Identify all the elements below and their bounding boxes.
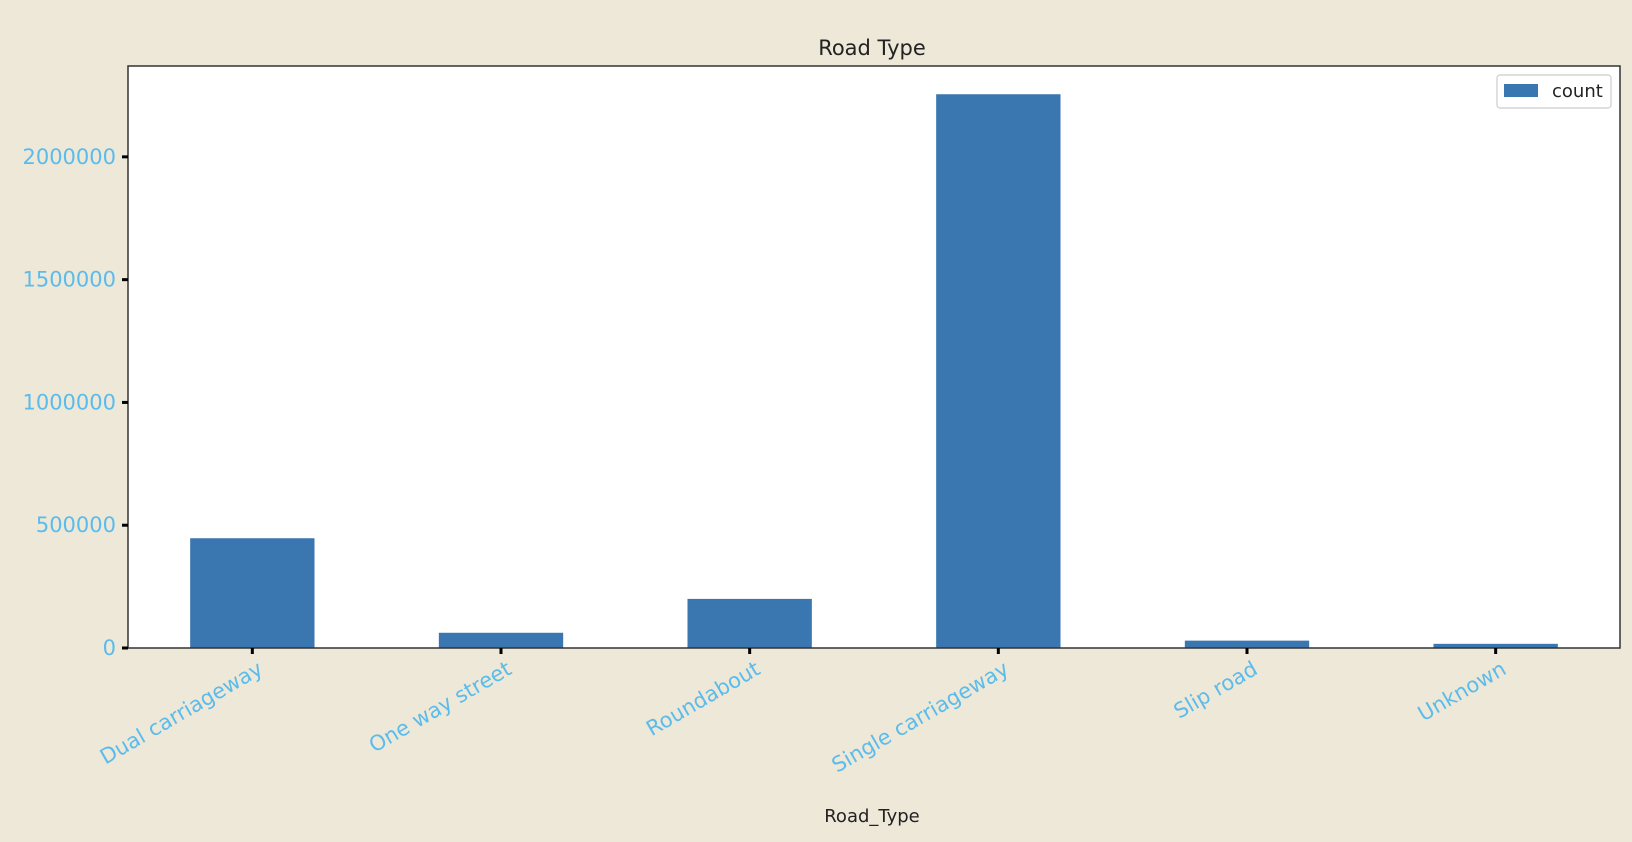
- y-tick-label: 1000000: [22, 390, 116, 414]
- x-axis-label: Road_Type: [824, 806, 920, 827]
- x-tick-label: Roundabout: [642, 657, 764, 741]
- legend-swatch: [1504, 84, 1538, 97]
- legend-label: count: [1552, 81, 1603, 102]
- x-tick-label: Single carriageway: [828, 657, 1013, 778]
- x-tick-label: Slip road: [1170, 657, 1262, 724]
- bar: [936, 94, 1061, 649]
- plot-area: 0 500000 1000000 1500000 2000000 Dual carriag…: [22, 65, 1621, 778]
- chart-title: Road Type: [818, 36, 926, 60]
- bar: [1433, 643, 1558, 648]
- plot-background: [128, 66, 1620, 648]
- y-tick-label: 1500000: [22, 268, 116, 292]
- legend-box: [1496, 74, 1612, 109]
- x-tick-label: One way street: [365, 657, 516, 758]
- x-tick-label: Unknown: [1414, 657, 1510, 727]
- bar: [190, 538, 315, 648]
- y-tick-label: 500000: [36, 513, 116, 537]
- x-tick-label: Dual carriageway: [96, 657, 267, 770]
- y-tick-label: 0: [103, 636, 116, 660]
- bar: [438, 632, 564, 648]
- plot-frame: [127, 65, 1621, 649]
- legend: count: [1496, 74, 1612, 109]
- bar: [1184, 640, 1310, 648]
- y-tick-label: 2000000: [22, 145, 116, 169]
- bar: [687, 598, 812, 648]
